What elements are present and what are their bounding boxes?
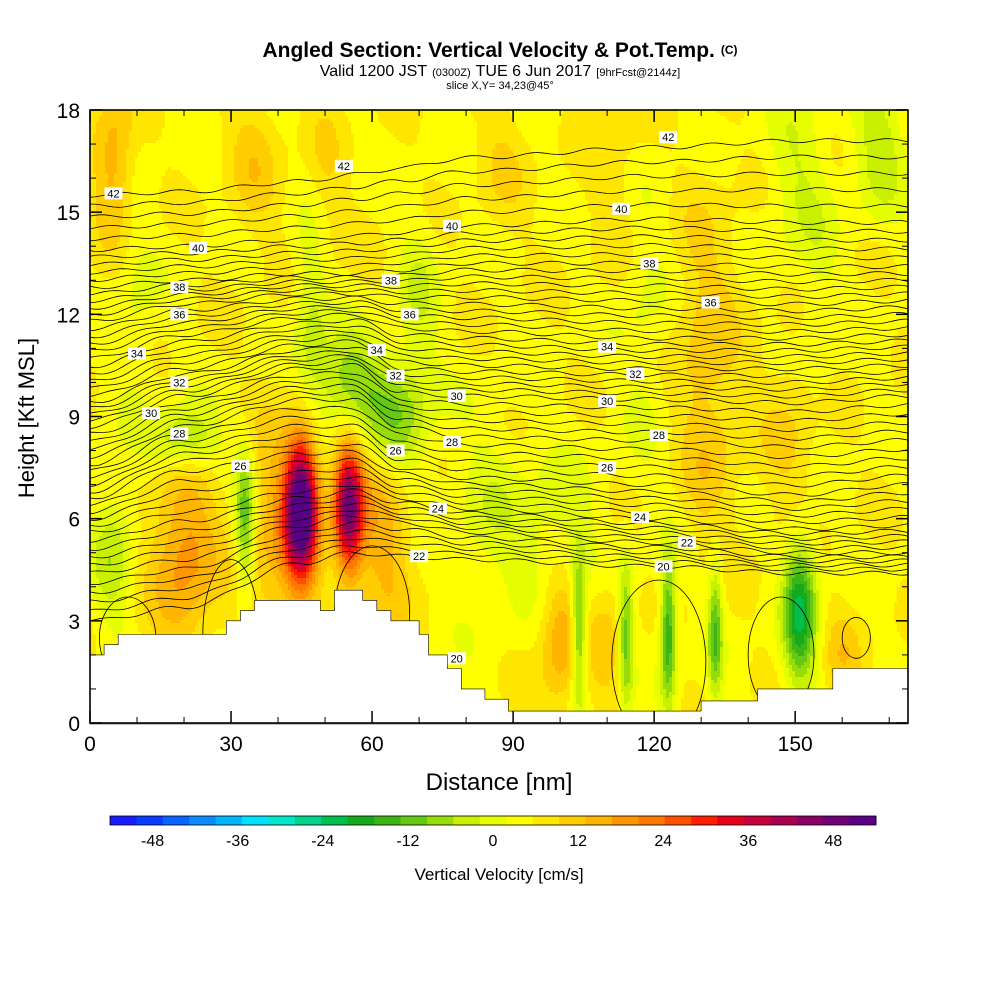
title-main: Angled Section: Vertical Velocity & Pot.…	[262, 39, 714, 62]
cross-section-chart: Angled Section: Vertical Velocity & Pot.…	[0, 0, 1000, 1000]
chart-subtitle2: slice X,Y= 34,23@45°	[446, 80, 554, 92]
subtitle-utc: (0300Z)	[432, 67, 471, 79]
subtitle-valid: Valid 1200 JST	[320, 63, 428, 80]
chart-subtitle: Valid 1200 JST (0300Z) TUE 6 Jun 2017 [9hrF…	[320, 63, 680, 80]
subtitle-fcst: [9hrFcst@2144z]	[596, 67, 680, 79]
chart-root: Angled Section: Vertical Velocity & Pot.…	[0, 0, 1000, 1000]
subtitle-date: TUE 6 Jun 2017	[476, 63, 592, 80]
chart-title: Angled Section: Vertical Velocity & Pot.…	[262, 39, 737, 62]
title-tag: (C)	[721, 43, 738, 57]
